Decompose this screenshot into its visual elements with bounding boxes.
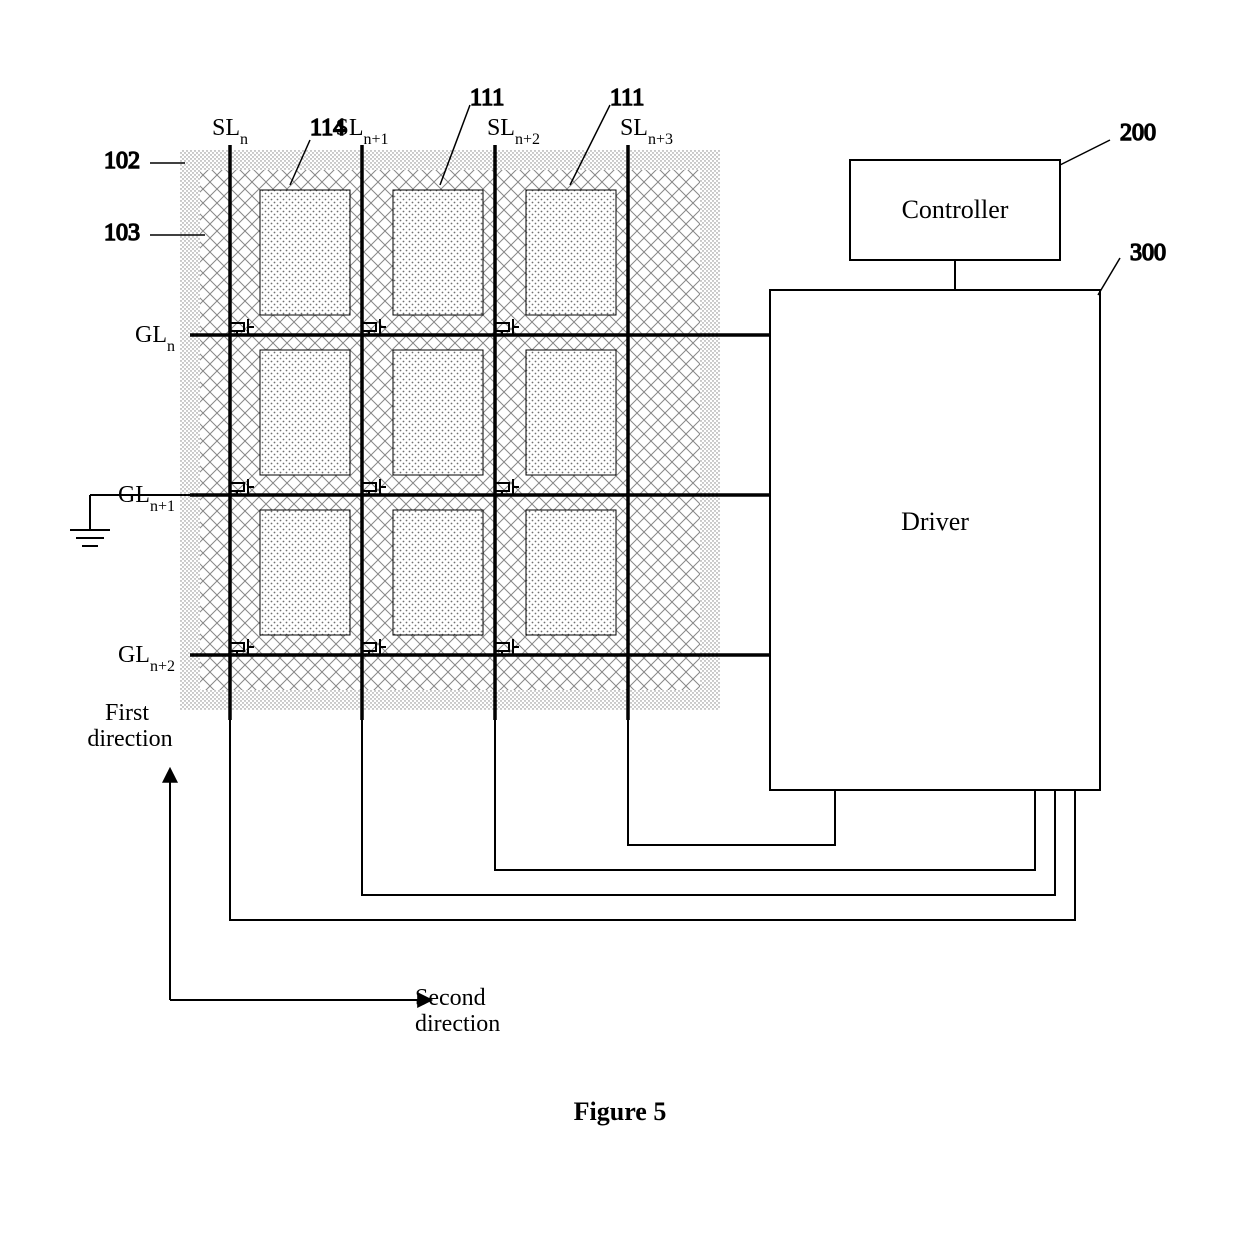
driver-label: Driver (901, 507, 969, 536)
svg-text:102: 102 (104, 148, 140, 174)
svg-text:103: 103 (104, 220, 140, 246)
svg-text:SLn: SLn (212, 115, 248, 148)
svg-text:111: 111 (470, 85, 504, 111)
sl-labels: SLn SLn+1 SLn+2 SLn+3 (212, 115, 673, 148)
gl-labels: GLn GLn+1 GLn+2 (118, 322, 175, 675)
figure-svg: Controller Driver SLn SLn+1 SLn+2 SLn+3 … (0, 0, 1240, 1250)
svg-text:200: 200 (1120, 120, 1156, 146)
svg-text:SLn+3: SLn+3 (620, 115, 673, 148)
svg-text:111: 111 (610, 85, 644, 111)
driver-box (770, 290, 1100, 790)
controller-label: Controller (902, 195, 1009, 224)
svg-text:GLn: GLn (135, 322, 175, 355)
second-direction-label: Second direction (415, 985, 500, 1037)
svg-text:GLn+1: GLn+1 (118, 482, 175, 515)
pixel-grid (260, 190, 616, 635)
svg-text:SLn+2: SLn+2 (487, 115, 540, 148)
svg-text:114: 114 (310, 115, 345, 141)
axis-arrows (170, 770, 430, 1000)
figure-caption: Figure 5 (574, 1097, 667, 1126)
first-direction-label: First direction (87, 700, 172, 752)
svg-text:GLn+2: GLn+2 (118, 642, 175, 675)
svg-text:300: 300 (1130, 240, 1166, 266)
